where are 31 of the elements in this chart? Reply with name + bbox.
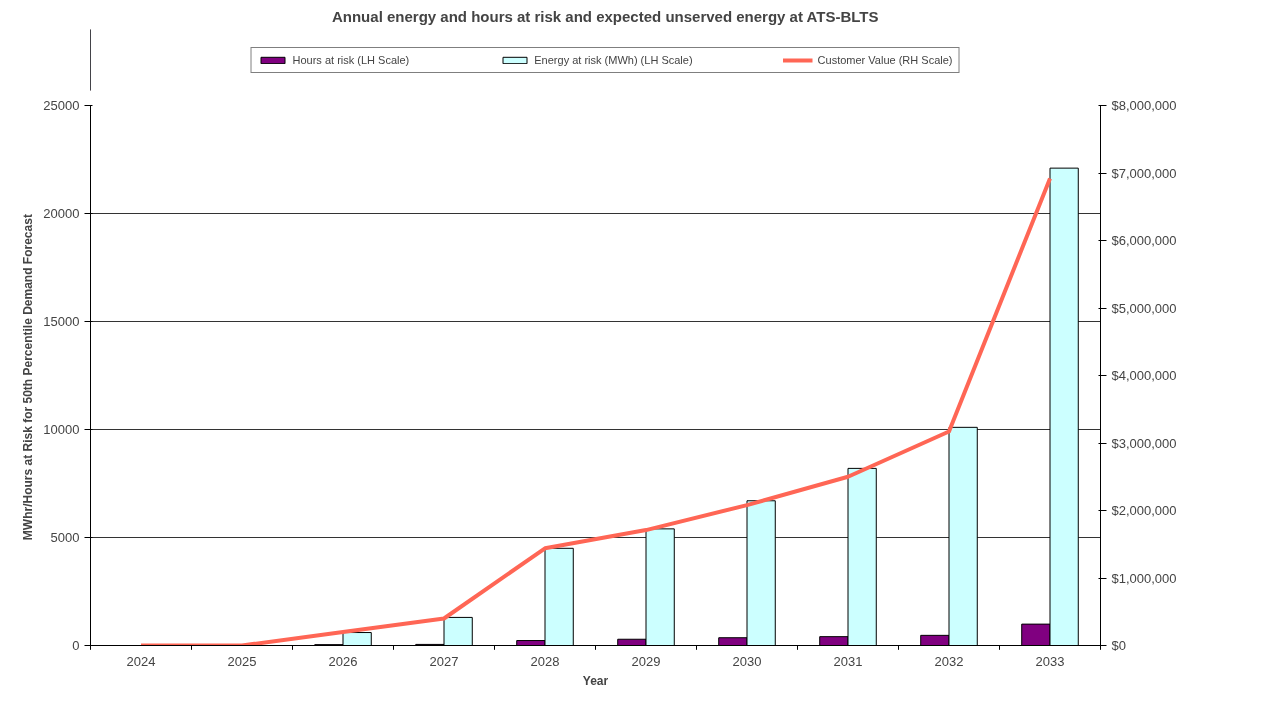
- y2-tick-label: $5,000,000: [1111, 300, 1177, 316]
- legend-label: Energy at risk (MWh) (LH Scale): [534, 53, 693, 66]
- y2-tick-label: $3,000,000: [1111, 435, 1177, 451]
- y-axis-title: MWhr/Hours at Risk for 50th Percentile Demand Forecast: [21, 214, 36, 541]
- x-tick-label: 2032: [934, 653, 964, 669]
- y2-tick-label: $7,000,000: [1111, 165, 1177, 181]
- x-tick-label: 2028: [530, 653, 560, 669]
- legend-label: Customer Value (RH Scale): [817, 53, 953, 66]
- chart-title: Annual energy and hours at risk and expected unserved energy at ATS-BLTS: [331, 7, 879, 25]
- legend-label: Hours at risk (LH Scale): [292, 53, 410, 66]
- y-tick-label: 0: [72, 638, 80, 653]
- y-tick-label: 5000: [50, 530, 80, 545]
- y2-tick-label: $2,000,000: [1111, 503, 1177, 518]
- y2-tick-label: $4,000,000: [1111, 368, 1177, 383]
- x-tick-label: 2027: [429, 653, 459, 669]
- x-axis-title: Year: [582, 673, 609, 688]
- x-tick-label: 2033: [1035, 653, 1065, 669]
- x-tick-label: 2031: [833, 653, 863, 669]
- x-tick-label: 2030: [732, 653, 762, 669]
- x-tick-label: 2024: [126, 653, 156, 669]
- y2-tick-label: $6,000,000: [1111, 233, 1177, 248]
- y2-tick-label: $8,000,000: [1111, 98, 1177, 113]
- y-tick-label: 15000: [43, 314, 80, 329]
- y-tick-label: 10000: [43, 422, 80, 437]
- x-tick-label: 2029: [631, 653, 661, 669]
- x-tick-label: 2025: [227, 653, 257, 669]
- y2-tick-label: $0: [1111, 638, 1126, 653]
- y-tick-label: 25000: [43, 98, 80, 113]
- x-tick-label: 2026: [328, 653, 358, 669]
- y-tick-label: 20000: [43, 206, 80, 221]
- y2-tick-label: $1,000,000: [1111, 570, 1177, 586]
